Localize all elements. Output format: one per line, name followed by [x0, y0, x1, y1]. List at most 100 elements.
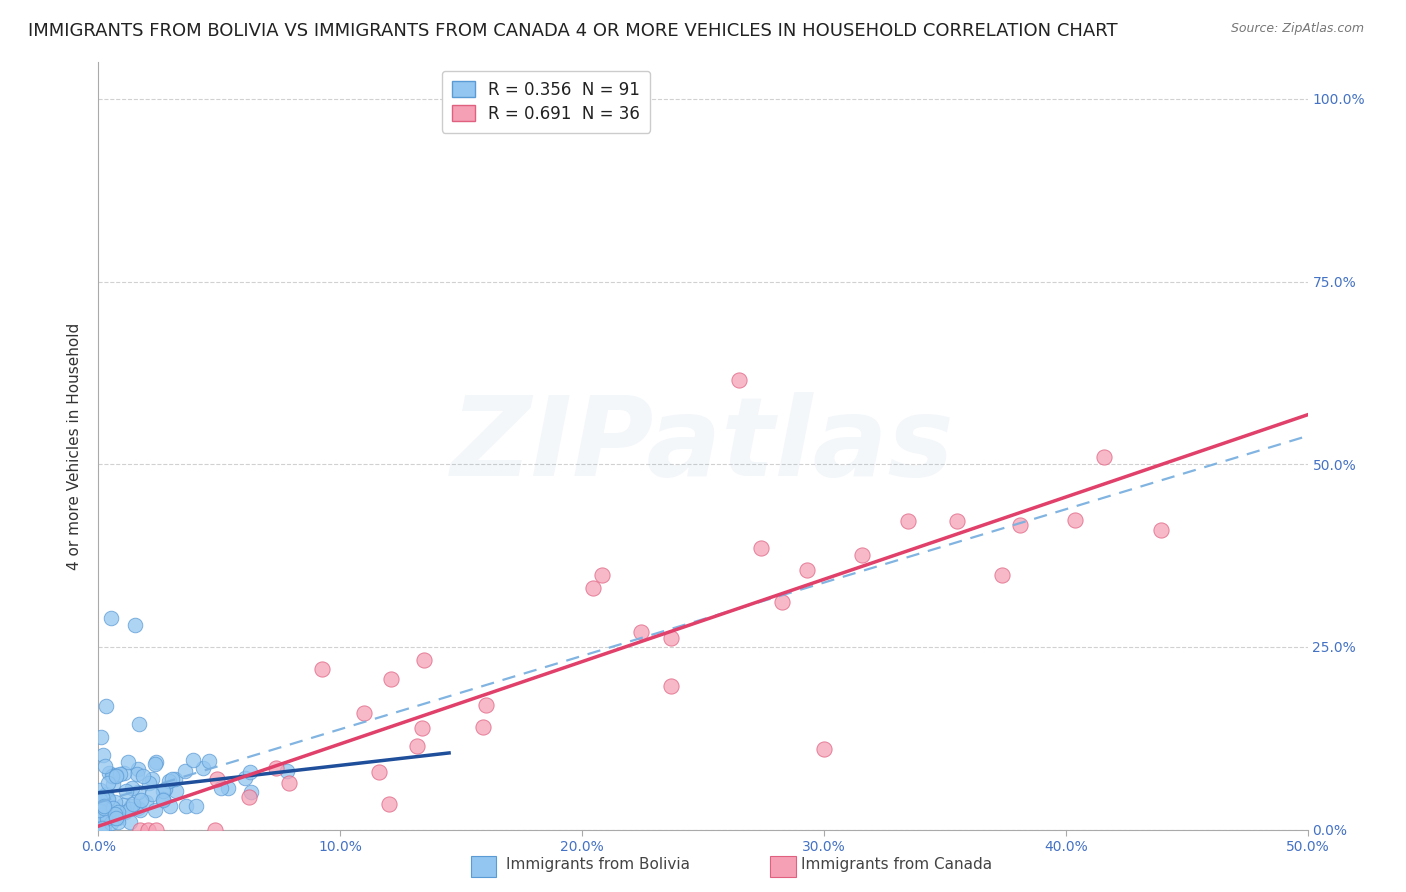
Point	[659, 632, 682, 646]
Text: Immigrants from Canada: Immigrants from Canada	[801, 857, 993, 872]
Point	[368, 764, 391, 779]
Point	[90, 789, 112, 804]
Point	[89, 812, 111, 826]
Point	[377, 797, 399, 811]
Point	[121, 780, 143, 795]
Point	[138, 776, 160, 790]
Point	[104, 795, 127, 809]
Point	[159, 799, 181, 814]
Point	[233, 771, 256, 785]
Point	[127, 762, 149, 776]
Text: Immigrants from Bolivia: Immigrants from Bolivia	[506, 857, 690, 872]
Point	[120, 814, 142, 829]
Point	[276, 764, 298, 778]
Point	[129, 793, 152, 807]
Point	[118, 802, 141, 816]
Point	[93, 821, 115, 835]
Point	[120, 799, 142, 814]
Point	[97, 776, 120, 790]
Point	[174, 799, 197, 814]
Point	[239, 785, 262, 799]
Point	[143, 803, 166, 817]
Point	[353, 706, 375, 720]
Point	[380, 672, 402, 686]
Point	[897, 514, 920, 528]
Point	[157, 773, 180, 788]
Point	[165, 772, 187, 786]
Point	[152, 783, 174, 797]
Point	[91, 793, 114, 807]
Point	[97, 792, 120, 806]
Point	[89, 783, 111, 797]
Point	[209, 780, 232, 795]
Point	[104, 811, 127, 825]
Point	[152, 791, 174, 805]
Point	[90, 807, 112, 822]
Point	[89, 793, 111, 807]
Point	[135, 796, 157, 810]
Point	[90, 730, 112, 744]
Point	[97, 766, 120, 780]
Point	[152, 793, 174, 807]
Point	[198, 754, 221, 768]
Point	[204, 822, 226, 837]
Point	[143, 756, 166, 771]
Point	[121, 797, 143, 811]
Point	[107, 805, 129, 819]
Point	[127, 785, 149, 799]
Point	[103, 811, 125, 825]
Point	[770, 595, 793, 609]
Point	[472, 720, 495, 734]
Legend: R = 0.356  N = 91, R = 0.691  N = 36: R = 0.356 N = 91, R = 0.691 N = 36	[441, 70, 650, 133]
Point	[101, 769, 124, 783]
Point	[165, 784, 187, 798]
Point	[1150, 523, 1173, 537]
Point	[238, 789, 260, 804]
Point	[114, 805, 136, 819]
Point	[93, 798, 115, 813]
Point	[90, 822, 112, 836]
Point	[1092, 450, 1115, 464]
Point	[851, 548, 873, 562]
Point	[174, 764, 197, 778]
Point	[93, 801, 115, 815]
Point	[591, 568, 613, 582]
Point	[1063, 513, 1085, 527]
Text: Source: ZipAtlas.com: Source: ZipAtlas.com	[1230, 22, 1364, 36]
Point	[728, 373, 751, 387]
Point	[630, 625, 652, 640]
Point	[128, 803, 150, 817]
Point	[127, 801, 149, 815]
Point	[311, 662, 333, 676]
Point	[103, 769, 125, 783]
Point	[100, 610, 122, 624]
Text: ZIPatlas: ZIPatlas	[451, 392, 955, 500]
Point	[813, 742, 835, 756]
Point	[217, 780, 239, 795]
Point	[94, 759, 117, 773]
Point	[145, 822, 167, 837]
Point	[659, 679, 682, 693]
Point	[115, 784, 138, 798]
Point	[91, 748, 114, 763]
Y-axis label: 4 or more Vehicles in Household: 4 or more Vehicles in Household	[67, 322, 83, 570]
Point	[94, 698, 117, 713]
Point	[266, 761, 288, 775]
Point	[239, 765, 262, 780]
Point	[796, 563, 818, 577]
Point	[103, 811, 125, 825]
Point	[186, 798, 208, 813]
Point	[97, 811, 120, 825]
Point	[1008, 518, 1031, 533]
Point	[96, 811, 118, 825]
Point	[582, 581, 605, 595]
Point	[103, 777, 125, 791]
Point	[136, 822, 159, 837]
Point	[87, 803, 110, 817]
Point	[207, 772, 229, 786]
Point	[108, 766, 131, 780]
Point	[145, 755, 167, 769]
Point	[112, 765, 135, 780]
Point	[100, 815, 122, 830]
Point	[405, 739, 427, 753]
